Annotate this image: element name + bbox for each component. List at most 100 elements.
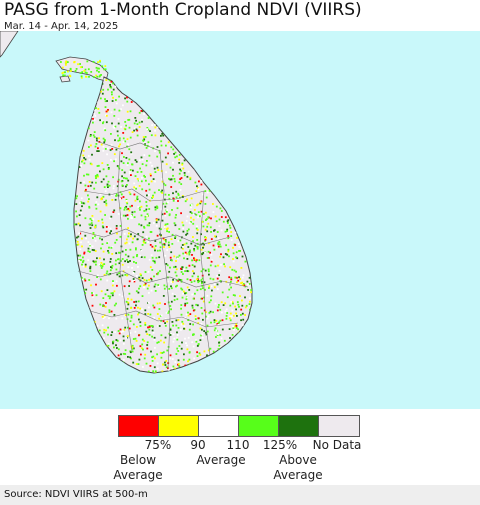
ndvi-pixel (129, 260, 131, 262)
ndvi-pixel (122, 339, 125, 342)
ndvi-pixel (170, 300, 173, 303)
ndvi-pixel (212, 278, 215, 281)
ndvi-pixel (122, 359, 125, 361)
ndvi-pixel (145, 201, 148, 203)
ndvi-pixel (61, 66, 64, 69)
ndvi-pixel (177, 319, 180, 321)
ndvi-pixel (163, 341, 165, 344)
ndvi-pixel (203, 213, 205, 215)
ndvi-pixel (235, 256, 237, 259)
ndvi-pixel (190, 212, 193, 215)
ndvi-pixel (98, 111, 101, 114)
legend-below-average: Below Average (113, 453, 162, 483)
ndvi-pixel (156, 367, 159, 370)
ndvi-pixel (115, 344, 117, 347)
ndvi-pixel (241, 299, 243, 302)
ndvi-pixel (117, 258, 119, 261)
ndvi-pixel (116, 347, 118, 349)
ndvi-pixel (103, 337, 105, 340)
ndvi-pixel (203, 330, 206, 332)
ndvi-pixel (116, 284, 118, 287)
ndvi-pixel (142, 136, 145, 138)
ndvi-pixel (101, 238, 103, 241)
ndvi-pixel (98, 67, 100, 70)
ndvi-pixel (144, 241, 147, 244)
ndvi-pixel (224, 302, 227, 305)
ndvi-pixel (102, 263, 104, 266)
ndvi-pixel (167, 152, 169, 155)
ndvi-pixel (131, 350, 134, 353)
ndvi-pixel (194, 181, 197, 184)
ndvi-pixel (204, 239, 206, 242)
ndvi-pixel (101, 119, 104, 122)
ndvi-pixel (149, 174, 152, 177)
ndvi-pixel (89, 184, 92, 187)
ndvi-pixel (119, 339, 122, 342)
ndvi-pixel (184, 253, 187, 256)
ndvi-pixel (109, 295, 112, 298)
ndvi-pixel (232, 252, 235, 255)
ndvi-pixel (218, 243, 221, 246)
ndvi-pixel (103, 274, 106, 276)
ndvi-pixel (136, 129, 139, 132)
ndvi-pixel (156, 313, 159, 315)
ndvi-pixel (153, 285, 156, 288)
ndvi-pixel (226, 253, 229, 256)
ndvi-pixel (189, 204, 192, 207)
ndvi-pixel (97, 203, 100, 206)
ndvi-pixel (193, 259, 196, 261)
ndvi-pixel (138, 126, 141, 128)
ndvi-pixel (91, 292, 93, 294)
ndvi-pixel (192, 345, 195, 348)
ndvi-pixel (104, 315, 106, 318)
ndvi-pixel (89, 270, 92, 272)
ndvi-pixel (250, 291, 252, 294)
ndvi-pixel (120, 126, 122, 128)
ndvi-pixel (92, 117, 94, 120)
ndvi-pixel (125, 198, 128, 201)
ndvi-pixel (201, 253, 204, 256)
ndvi-pixel (217, 333, 219, 335)
ndvi-pixel (205, 315, 207, 318)
ndvi-pixel (68, 74, 71, 77)
ndvi-pixel (196, 232, 199, 235)
ndvi-pixel (129, 332, 132, 334)
ndvi-pixel (165, 240, 167, 243)
ndvi-pixel (92, 76, 95, 78)
ndvi-pixel (169, 357, 172, 360)
ndvi-pixel (231, 301, 234, 303)
ndvi-pixel (92, 237, 94, 239)
ndvi-pixel (78, 232, 80, 235)
ndvi-pixel (65, 63, 67, 66)
ndvi-pixel (143, 113, 145, 115)
ndvi-pixel (166, 264, 169, 267)
ndvi-pixel (240, 308, 243, 311)
ndvi-pixel (209, 277, 212, 280)
ndvi-pixel (249, 308, 251, 311)
ndvi-pixel (180, 267, 182, 270)
ndvi-pixel (133, 122, 136, 125)
ndvi-pixel (154, 249, 156, 252)
ndvi-pixel (161, 189, 164, 192)
ndvi-pixel (98, 257, 101, 260)
ndvi-pixel (239, 250, 241, 252)
ndvi-pixel (175, 196, 178, 199)
ndvi-pixel (184, 270, 186, 272)
ndvi-pixel (207, 222, 210, 225)
ndvi-pixel (182, 230, 185, 233)
ndvi-pixel (160, 140, 163, 143)
ndvi-pixel (207, 270, 210, 273)
ndvi-pixel (99, 74, 101, 77)
ndvi-pixel (84, 279, 87, 282)
ndvi-pixel (133, 235, 136, 238)
ndvi-pixel (153, 316, 155, 319)
ndvi-pixel (97, 220, 100, 222)
ndvi-pixel (158, 317, 160, 320)
ndvi-pixel (138, 358, 141, 361)
ndvi-pixel (184, 251, 187, 254)
ndvi-pixel (227, 250, 230, 253)
ndvi-pixel (107, 295, 110, 297)
ndvi-pixel (206, 225, 209, 228)
ndvi-pixel (238, 246, 241, 248)
ndvi-pixel (166, 349, 169, 352)
